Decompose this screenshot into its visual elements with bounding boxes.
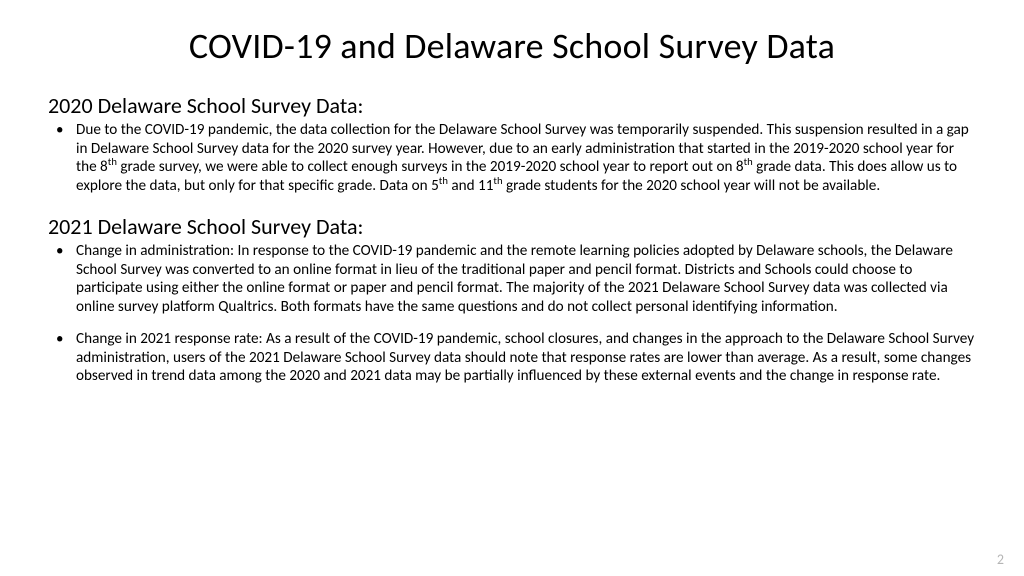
text-fragment: grade students for the 2020 school year … <box>503 177 881 195</box>
bullet-item-2020: Due to the COVID-19 pandemic, the data c… <box>48 121 976 195</box>
section-heading-2021: 2021 Delaware School Survey Data: <box>48 213 976 240</box>
text-fragment: and 11 <box>448 177 494 195</box>
bullet-list-2020: Due to the COVID-19 pandemic, the data c… <box>48 121 976 195</box>
bullet-item-2021-admin: Change in administration: In response to… <box>48 242 976 316</box>
superscript: th <box>439 174 448 187</box>
text-fragment: grade survey, we were able to collect en… <box>117 158 744 176</box>
bullet-item-2021-response: Change in 2021 response rate: As a resul… <box>48 330 976 386</box>
section-heading-2020: 2020 Delaware School Survey Data: <box>48 92 976 119</box>
bullet-list-2021: Change in administration: In response to… <box>48 242 976 386</box>
superscript: th <box>493 174 502 187</box>
slide-title: COVID-19 and Delaware School Survey Data <box>48 24 976 68</box>
superscript: th <box>108 155 117 168</box>
slide: COVID-19 and Delaware School Survey Data… <box>0 0 1024 424</box>
page-number: 2 <box>997 551 1004 568</box>
superscript: th <box>744 155 753 168</box>
